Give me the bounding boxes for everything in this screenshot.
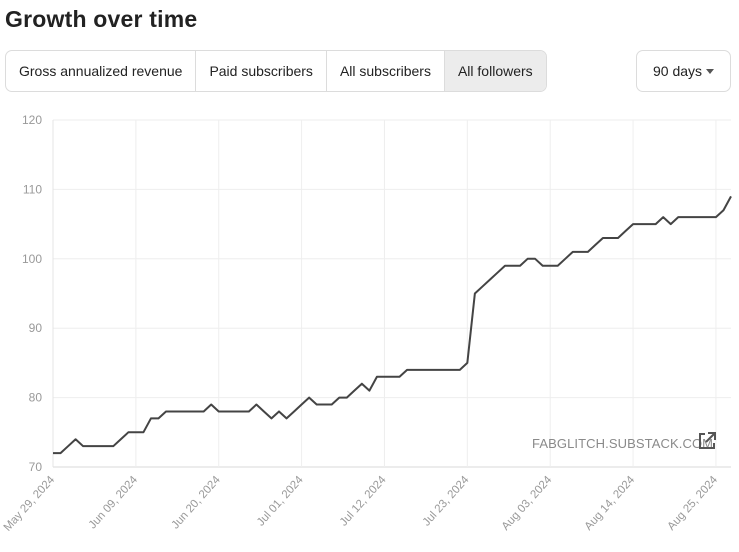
x-tick-label: Aug 14, 2024 xyxy=(583,474,638,533)
y-tick-label: 90 xyxy=(29,321,43,335)
x-tick-label: Jul 01, 2024 xyxy=(255,474,306,529)
tab-all-followers[interactable]: All followers xyxy=(444,51,546,91)
caret-down-icon xyxy=(706,69,714,74)
y-tick-label: 80 xyxy=(29,391,43,405)
tab-paid-subscribers[interactable]: Paid subscribers xyxy=(196,51,327,91)
x-tick-label: May 29, 2024 xyxy=(2,474,58,534)
x-tick-label: Aug 03, 2024 xyxy=(500,474,555,533)
y-tick-label: 70 xyxy=(29,460,43,474)
x-tick-label: Jun 09, 2024 xyxy=(87,474,141,532)
x-tick-label: Jun 20, 2024 xyxy=(170,474,224,532)
y-tick-label: 100 xyxy=(22,252,42,266)
x-tick-label: Jul 23, 2024 xyxy=(421,474,472,529)
page-title: Growth over time xyxy=(5,6,198,32)
y-tick-label: 110 xyxy=(23,182,42,196)
time-range-label: 90 days xyxy=(653,63,703,79)
x-tick-label: Jul 12, 2024 xyxy=(338,474,389,529)
tab-all-subscribers[interactable]: All subscribers xyxy=(327,51,445,91)
x-tick-label: Aug 25, 2024 xyxy=(665,474,720,533)
metric-tabs: Gross annualized revenue Paid subscriber… xyxy=(5,50,547,92)
followers-series-line xyxy=(53,195,732,455)
time-range-dropdown[interactable]: 90 days xyxy=(636,50,731,92)
external-link-icon[interactable] xyxy=(696,430,718,452)
tab-gross-annualized-revenue[interactable]: Gross annualized revenue xyxy=(6,51,197,91)
substack-watermark: FABGLITCH.SUBSTACK.COM xyxy=(532,436,714,451)
y-tick-label: 120 xyxy=(22,113,42,127)
